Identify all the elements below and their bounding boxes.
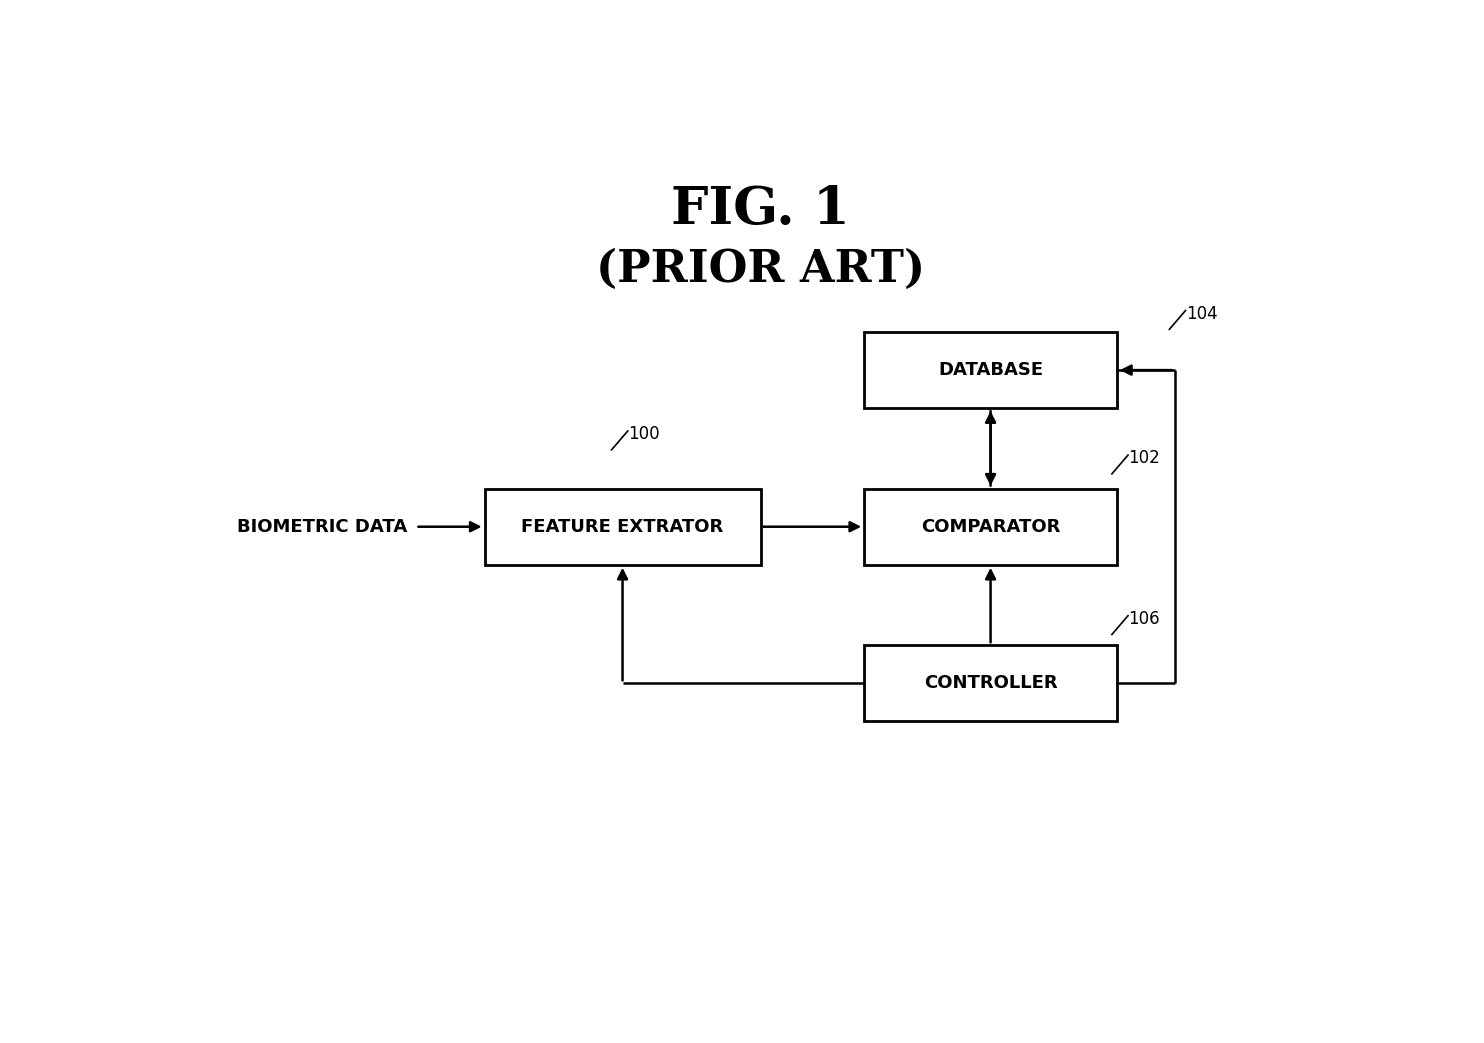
Text: BIOMETRIC DATA: BIOMETRIC DATA xyxy=(237,517,408,536)
Text: CONTROLLER: CONTROLLER xyxy=(923,675,1058,693)
Text: FEATURE EXTRATOR: FEATURE EXTRATOR xyxy=(521,517,724,536)
Text: 102: 102 xyxy=(1129,450,1160,467)
Bar xyxy=(485,488,761,565)
Text: COMPARATOR: COMPARATOR xyxy=(922,517,1060,536)
Bar xyxy=(864,646,1117,722)
Text: 100: 100 xyxy=(628,426,660,443)
Bar xyxy=(864,332,1117,408)
Bar xyxy=(864,488,1117,565)
Text: 106: 106 xyxy=(1129,610,1160,628)
Text: FIG. 1: FIG. 1 xyxy=(671,184,850,235)
Text: 104: 104 xyxy=(1186,305,1218,323)
Text: DATABASE: DATABASE xyxy=(938,361,1043,379)
Text: (PRIOR ART): (PRIOR ART) xyxy=(597,248,925,291)
